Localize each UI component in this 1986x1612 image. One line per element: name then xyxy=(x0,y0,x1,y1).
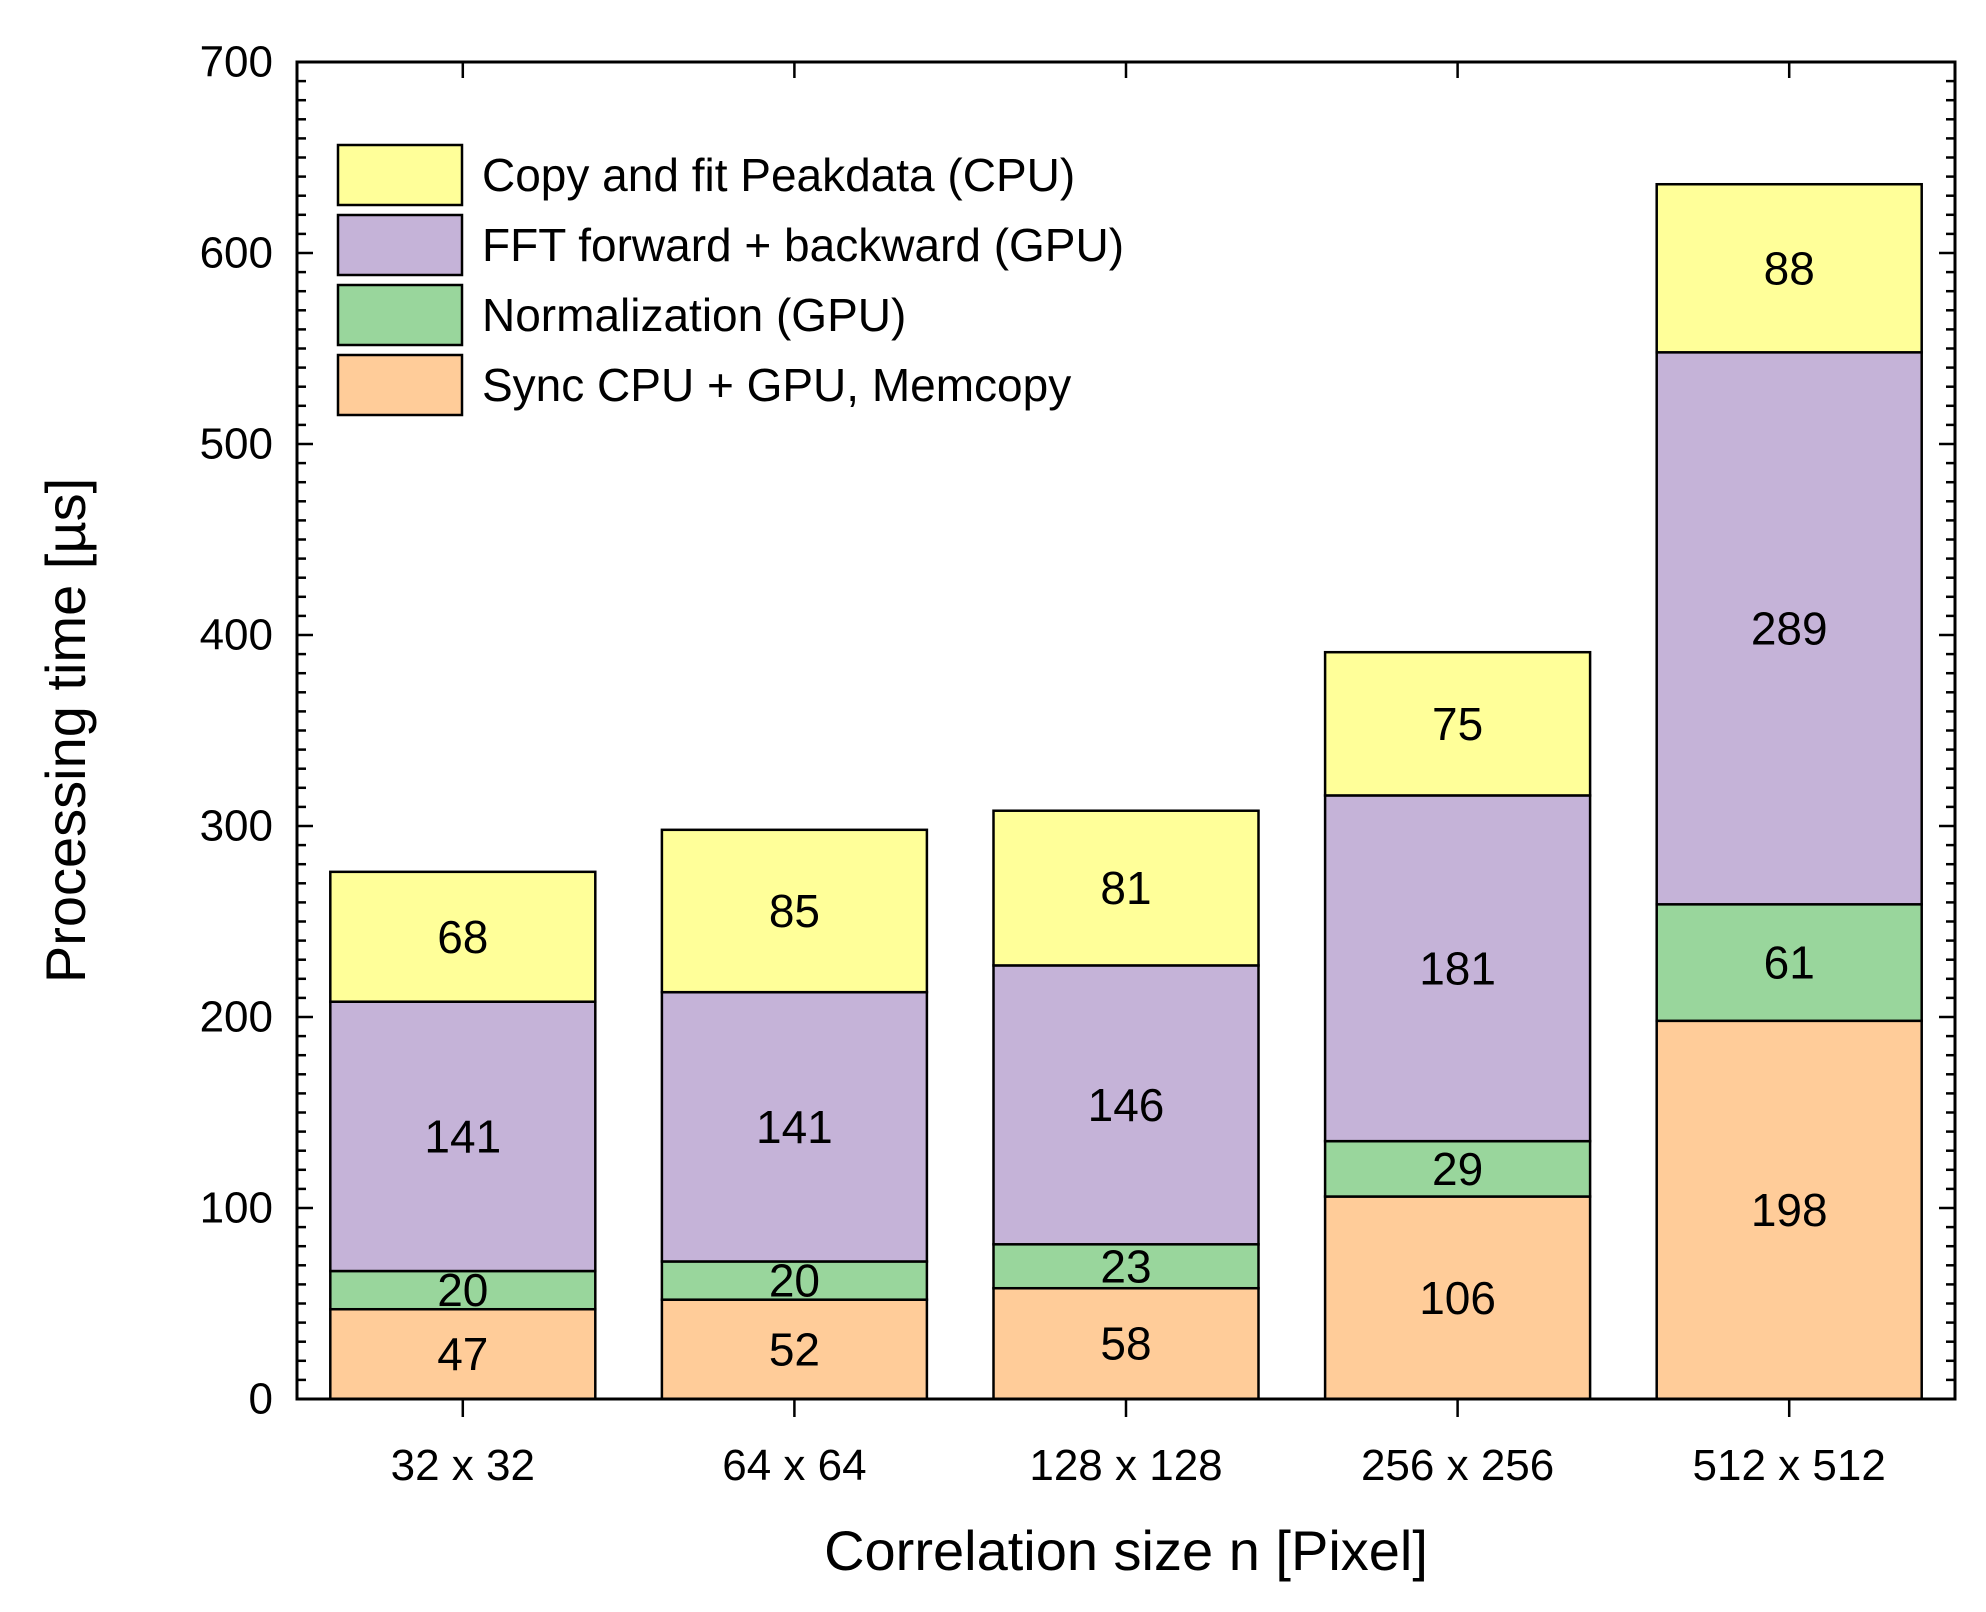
segment-value-label: 88 xyxy=(1764,242,1815,294)
x-tick-label: 32 x 32 xyxy=(391,1441,535,1490)
bar-segment xyxy=(329,1307,597,1401)
axes-layer: 0 100 200 300 400 500 600 700 32 x 32 64 x 64 128 … xyxy=(200,38,1957,1490)
segment-value-label: 75 xyxy=(1432,698,1483,750)
y-tick-label: 200 xyxy=(200,993,273,1042)
bar-segment xyxy=(992,1243,1260,1290)
x-tick-label: 512 x 512 xyxy=(1693,1441,1886,1490)
bar-segment xyxy=(1655,182,1923,354)
bar-segment xyxy=(1323,1195,1592,1401)
legend-label: Sync CPU + GPU, Memcopy xyxy=(482,359,1071,411)
segment-value-label: 146 xyxy=(1088,1079,1165,1131)
bar-segment xyxy=(1323,794,1592,1143)
segment-value-label: 47 xyxy=(437,1328,488,1380)
y-tick-label: 300 xyxy=(200,802,273,851)
y-tick-label: 400 xyxy=(200,611,273,660)
y-tick-label: 100 xyxy=(200,1184,273,1233)
bar-segment xyxy=(1323,650,1592,797)
legend-label: Normalization (GPU) xyxy=(482,289,906,341)
x-tick-label: 256 x 256 xyxy=(1361,1441,1554,1490)
segment-value-label: 289 xyxy=(1751,602,1828,654)
segment-value-label: 52 xyxy=(769,1323,820,1375)
segment-value-label: 68 xyxy=(437,911,488,963)
segment-value-label: 198 xyxy=(1751,1184,1828,1236)
legend-label: FFT forward + backward (GPU) xyxy=(482,219,1124,271)
bar-segment xyxy=(660,1260,929,1301)
y-tick-label: 0 xyxy=(249,1375,273,1424)
y-tick-label: 700 xyxy=(200,38,273,87)
legend-swatch xyxy=(336,283,464,347)
legend-swatch xyxy=(336,143,464,207)
bar-segment xyxy=(329,1269,597,1311)
bar-segment xyxy=(1655,903,1923,1023)
x-tick-label: 128 x 128 xyxy=(1029,1441,1222,1490)
segment-value-label: 81 xyxy=(1100,862,1151,914)
x-tick-label: 64 x 64 xyxy=(722,1441,866,1490)
segment-value-label: 106 xyxy=(1419,1272,1496,1324)
y-tick-label: 500 xyxy=(200,420,273,469)
segment-value-label: 61 xyxy=(1764,937,1815,989)
segment-value-label: 23 xyxy=(1100,1240,1151,1292)
segment-value-label: 20 xyxy=(437,1264,488,1316)
segment-value-label: 58 xyxy=(1100,1318,1151,1370)
legend-swatch xyxy=(336,213,464,277)
bar-segment xyxy=(1655,1019,1923,1401)
bar-segment xyxy=(992,964,1260,1246)
bars-layer xyxy=(329,182,1923,1401)
segment-value-label: 29 xyxy=(1432,1143,1483,1195)
bar-segment xyxy=(329,870,597,1003)
legend-label: Copy and fit Peakdata (CPU) xyxy=(482,149,1075,201)
bar-segment xyxy=(660,828,929,994)
bar-segment xyxy=(992,809,1260,967)
bar-segment xyxy=(1655,351,1923,906)
legend: Copy and fit Peakdata (CPU) FFT forward +… xyxy=(336,143,1124,417)
segment-value-label: 181 xyxy=(1419,942,1496,994)
y-axis-title: Processing time [µs] xyxy=(34,478,97,983)
segment-value-label: 141 xyxy=(424,1110,501,1162)
x-axis-title: Correlation size n [Pixel] xyxy=(824,1519,1428,1582)
segment-value-label: 141 xyxy=(756,1101,833,1153)
segment-value-label: 85 xyxy=(769,885,820,937)
segment-value-label: 20 xyxy=(769,1255,820,1307)
y-tick-label: 600 xyxy=(200,229,273,278)
segment-labels-layer: 47 20 141 68 52 20 141 85 58 23 146 81 106 29 181 75 198… xyxy=(424,242,1827,1380)
bar-segment xyxy=(660,990,929,1263)
legend-swatch xyxy=(336,353,464,417)
